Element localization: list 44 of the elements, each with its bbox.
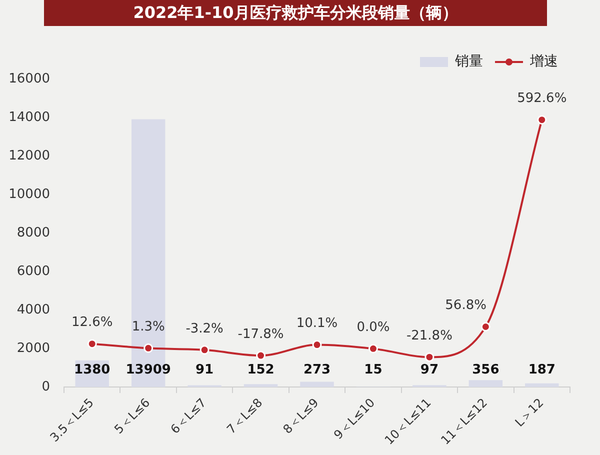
- data-label: 0.0%: [356, 320, 390, 336]
- y-tick-label: 10000: [8, 186, 50, 202]
- y-tick-label: 8000: [16, 225, 50, 240]
- data-label: 592.6%: [517, 91, 567, 106]
- point: [424, 352, 434, 362]
- data-label: 273: [303, 362, 331, 378]
- data-label: -21.8%: [406, 328, 452, 344]
- legend-label: 增速: [529, 54, 558, 70]
- x-tick-label: L＞12: [512, 396, 546, 430]
- data-label: 97: [420, 362, 438, 378]
- data-label: 12.6%: [71, 315, 113, 330]
- y-tick-label: 2000: [16, 340, 50, 356]
- legend-label: 销量: [454, 54, 483, 70]
- point: [537, 115, 547, 125]
- data-label: -3.2%: [186, 321, 224, 336]
- point: [200, 345, 210, 355]
- point: [256, 350, 266, 360]
- y-tick-label: 6000: [16, 264, 50, 279]
- data-label: 56.8%: [445, 298, 486, 314]
- y-tick-label: 4000: [16, 302, 50, 318]
- y-tick-label: 16000: [8, 71, 50, 86]
- data-label: -17.8%: [238, 326, 284, 342]
- data-label: 15: [364, 362, 382, 378]
- bar: [244, 384, 278, 387]
- bar: [300, 382, 334, 387]
- point: [144, 343, 154, 353]
- bar: [525, 383, 559, 387]
- data-label: 91: [196, 362, 214, 378]
- data-label: 1380: [74, 362, 110, 378]
- y-tick-label: 12000: [8, 148, 50, 164]
- data-label: 1.3%: [132, 320, 165, 335]
- data-label: 356: [472, 362, 500, 378]
- bar: [468, 380, 503, 387]
- point: [312, 340, 322, 350]
- point: [480, 322, 490, 332]
- data-label: 152: [247, 362, 274, 378]
- point: [87, 339, 97, 349]
- data-label: 13909: [126, 362, 171, 378]
- data-label: 187: [528, 362, 556, 378]
- point: [368, 344, 378, 354]
- y-tick-label: 0: [42, 379, 50, 394]
- data-label: 10.1%: [296, 316, 338, 332]
- chart-title: 2022年1-10月医疗救护车分米段销量（辆）: [44, 0, 547, 26]
- y-tick-label: 14000: [8, 110, 50, 125]
